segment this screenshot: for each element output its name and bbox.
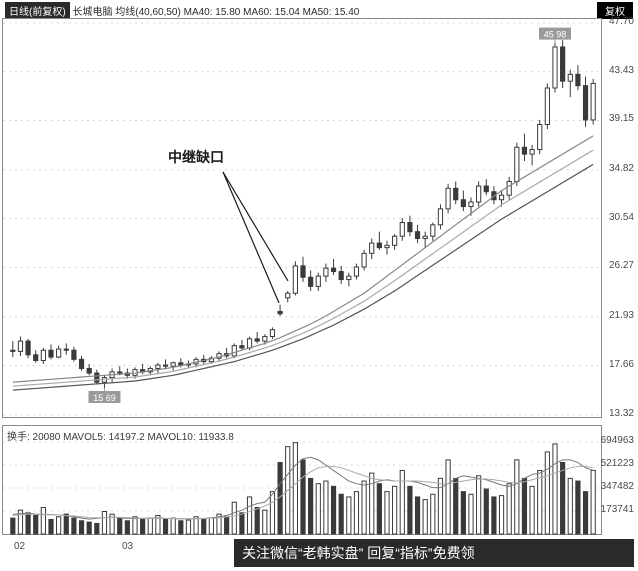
price-tick: 43.43 [609,65,634,76]
price-tick: 39.15 [609,113,634,124]
price-axis: 47.70 43.43 39.15 34.82 30.54 26.27 21.93 17.66… [602,18,634,418]
volume-tick: 521223 [601,458,634,469]
gap-annotation-text: 中继缺口 [168,149,224,165]
volume-legend: 换手: 20080 MAVOL5: 14197.2 MAVOL10: 11933… [7,428,234,443]
volume-axis: 694963 521223 347482 173741 [602,425,634,535]
chart-container: 日线(前复权) 长城电脑 均线(40,60,50) MA40: 15.80 MA… [0,0,638,571]
ma40-label: MA40: 15.80 [184,7,241,18]
banner-prefix: 关注微信 [242,545,298,561]
stock-name: 长城电脑 [72,7,112,18]
gap-annotation: 中继缺口 [168,147,224,167]
volume-tick: 347482 [601,481,634,492]
price-tick: 26.27 [609,260,634,271]
price-svg: 15.6945.98 [3,19,603,419]
ma50-label: MA50: 15.40 [303,7,360,18]
volume-tick: 173741 [601,504,634,515]
promo-banner[interactable]: 关注微信“老韩实盘” 回复“指标”免费领 [234,539,634,567]
volume-panel[interactable]: 换手: 20080 MAVOL5: 14197.2 MAVOL10: 11933… [2,425,602,535]
price-tick: 30.54 [609,212,634,223]
banner-name: 老韩实盘 [303,545,359,561]
x-tick: 03 [122,541,133,552]
x-tick: 02 [14,541,25,552]
price-tick: 13.32 [609,408,634,419]
ma-group: 均线(40,60,50) [115,7,181,18]
window-title-badge: 日线(前复权) [5,2,70,19]
price-tick: 17.66 [609,359,634,370]
banner-keyword: 指标 [400,545,428,561]
header: 日线(前复权) 长城电脑 均线(40,60,50) MA40: 15.80 MA… [5,2,633,18]
banner-suffix: 免费领 [433,545,475,561]
price-tick: 34.82 [609,163,634,174]
banner-mid: 回复 [367,545,395,561]
ma60-label: MA60: 15.04 [243,7,300,18]
price-chart[interactable]: 15.6945.98 中继缺口 [2,18,602,418]
price-tick: 47.70 [609,16,634,27]
volume-tick: 694963 [601,435,634,446]
price-tick: 21.93 [609,310,634,321]
